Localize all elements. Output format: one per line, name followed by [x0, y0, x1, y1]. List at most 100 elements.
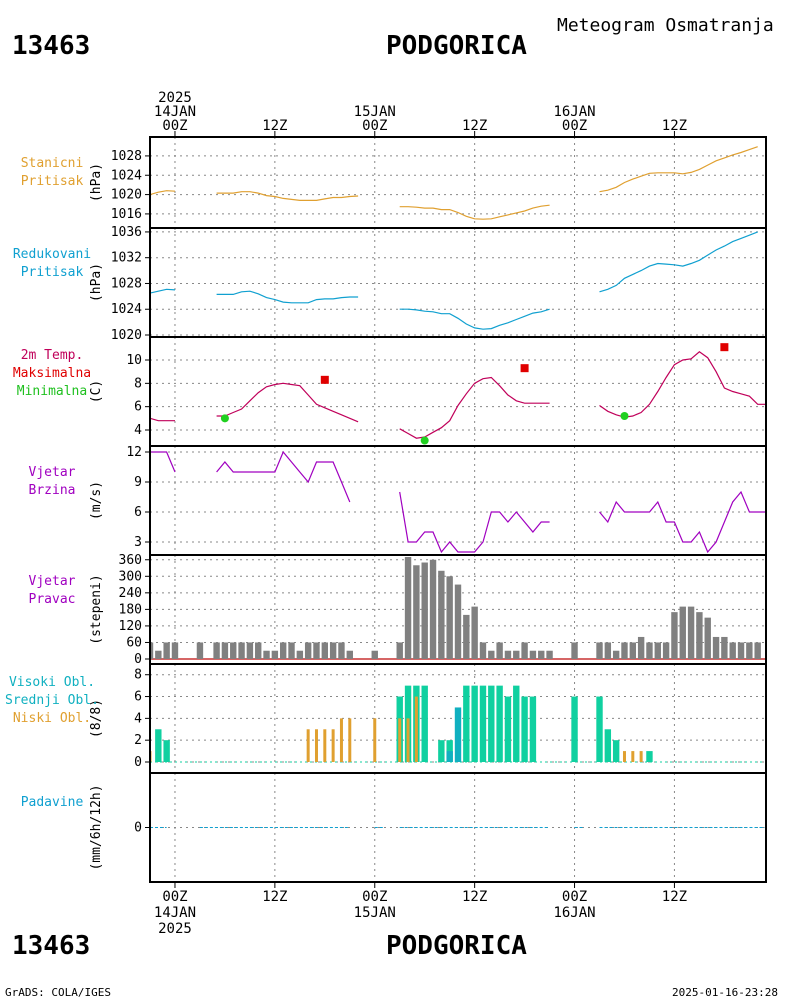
high-cloud-bar	[612, 740, 620, 762]
direction-bar	[421, 562, 428, 659]
series-line	[399, 491, 550, 554]
y-tick-label: 8	[134, 668, 142, 683]
bottom-time-label: 14JAN	[154, 905, 196, 921]
panel-label: Pritisak	[21, 174, 84, 189]
y-tick-label: 4	[134, 423, 142, 438]
series-line	[216, 290, 359, 304]
bottom-time-label: 16JAN	[553, 905, 595, 921]
y-tick-label: 0	[134, 652, 142, 667]
high-cloud-bar	[646, 751, 653, 762]
panel-data	[150, 685, 766, 763]
direction-bar	[454, 584, 462, 659]
y-tick-label: 360	[119, 553, 142, 568]
panel-unit-label: (m/s)	[89, 481, 104, 520]
low-cloud-bar	[622, 751, 626, 762]
top-time-label: 16JAN	[553, 104, 595, 120]
direction-bar	[329, 642, 337, 659]
footer-timestamp: 2025-01-16-23:28	[672, 986, 778, 999]
station-id-bottom: 13463	[12, 931, 90, 961]
panel-label: Padavine	[21, 795, 84, 810]
series-line	[150, 190, 176, 196]
panel-wind_speed: 3 6 9 12 (m/s) Vjetar Brzina	[29, 445, 767, 556]
y-tick-label: 1032	[111, 251, 142, 266]
direction-bar	[438, 570, 445, 659]
y-tick-label: 60	[126, 635, 142, 650]
direction-bar	[721, 636, 728, 659]
y-tick-label: 0	[134, 755, 142, 770]
direction-bar	[321, 642, 329, 659]
direction-bar	[504, 650, 512, 659]
header: 13463 PODGORICA Meteogram Osmatranja 134…	[5, 15, 778, 999]
minimum-marker	[420, 436, 429, 445]
series-line	[599, 351, 766, 418]
top-time-label: 15JAN	[354, 104, 396, 120]
direction-bar	[704, 617, 711, 659]
direction-bar	[246, 642, 254, 659]
high-cloud-bar	[488, 685, 495, 762]
direction-bar	[396, 642, 403, 659]
top-time-label: 12Z	[662, 118, 687, 134]
top-time-label: 12Z	[462, 118, 487, 134]
maximum-marker	[520, 364, 529, 373]
series-line	[599, 146, 758, 193]
high-cloud-bar	[438, 740, 445, 762]
y-tick-label: 8	[134, 376, 142, 391]
panel-station_pressure: 1016 1020 1024 1028 (hPa) Stanicni Pritisak	[21, 136, 767, 229]
direction-bar	[371, 650, 378, 659]
bottom-time-label: 2025	[158, 921, 192, 937]
direction-bar	[213, 642, 220, 659]
bottom-time-label: 12Z	[262, 889, 287, 905]
direction-bar	[646, 642, 653, 659]
direction-bar	[346, 650, 353, 659]
panel-unit-label: (mm/6h/12h)	[89, 784, 104, 870]
bottom-time-label: 12Z	[662, 889, 687, 905]
direction-bar	[696, 612, 703, 659]
high-cloud-bar	[513, 685, 520, 762]
y-tick-label: 10	[126, 353, 142, 368]
panel-label: Stanicni	[21, 156, 84, 171]
direction-bar	[529, 650, 537, 659]
panel-data	[150, 231, 758, 330]
series-line	[399, 308, 550, 330]
y-tick-label: 300	[119, 569, 142, 584]
top-time-label: 2025	[158, 90, 192, 106]
direction-bar	[413, 565, 420, 659]
direction-bar	[163, 642, 170, 659]
direction-bar	[754, 642, 761, 659]
direction-bar	[171, 642, 179, 659]
top-time-label: 00Z	[162, 118, 187, 134]
panel-label: Pravac	[29, 592, 76, 607]
bottom-time-label: 00Z	[562, 889, 587, 905]
y-tick-label: 1016	[111, 207, 142, 222]
panel-data	[150, 557, 766, 660]
panel-label: Srednji Obl.	[5, 693, 99, 708]
direction-bar	[296, 650, 304, 659]
series-line	[399, 204, 550, 220]
y-tick-label: 1036	[111, 225, 142, 240]
panels: 1016102010241028(hPa)StanicniPritisak102…	[5, 136, 767, 883]
direction-bar	[279, 642, 287, 659]
low-cloud-bar	[398, 718, 402, 762]
y-tick-label: 6	[134, 505, 142, 520]
y-tick-label: 240	[119, 586, 142, 601]
top-time-label: 14JAN	[154, 104, 196, 120]
panel-data	[150, 146, 758, 220]
panel-label: Redukovani	[13, 247, 91, 262]
direction-bar	[488, 650, 495, 659]
direction-bar	[662, 642, 670, 659]
panel-unit-label: (8/8)	[89, 699, 104, 738]
direction-bar	[612, 650, 620, 659]
panel-label: 2m Temp.	[21, 348, 84, 363]
low-cloud-bar	[373, 718, 377, 762]
high-cloud-bar	[155, 729, 162, 762]
direction-bar	[288, 642, 295, 659]
direction-bar	[637, 636, 645, 659]
direction-bar	[196, 642, 204, 659]
low-cloud-bar	[339, 718, 343, 762]
y-tick-label: 6	[134, 690, 142, 705]
direction-bar	[513, 650, 520, 659]
high-cloud-bar	[163, 740, 170, 762]
high-cloud-bar	[571, 696, 578, 762]
